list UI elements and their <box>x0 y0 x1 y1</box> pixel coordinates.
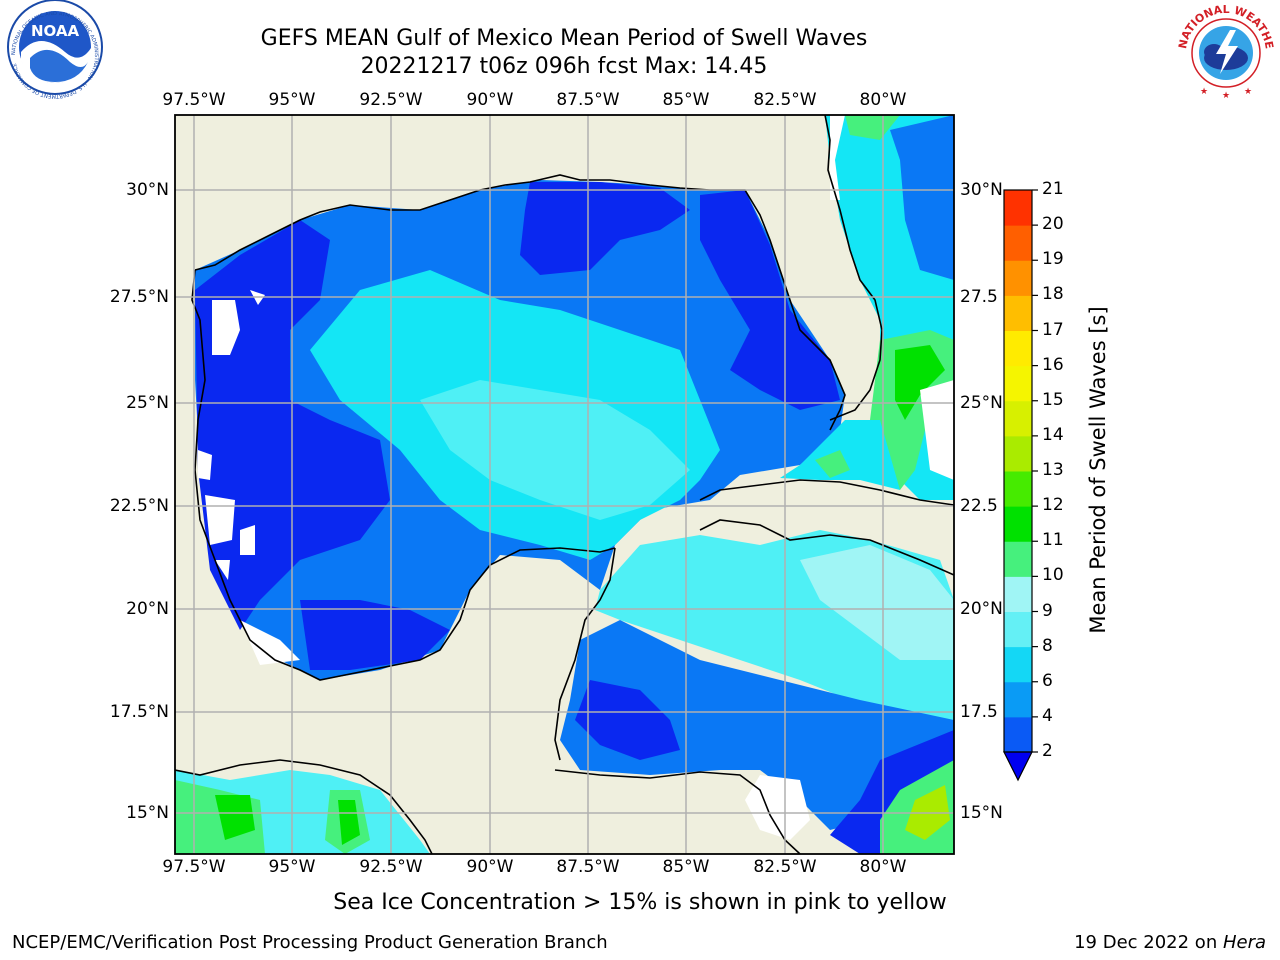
lon-label-top: 97.5°W <box>162 90 226 110</box>
lat-label-right: 25°N <box>960 393 1003 413</box>
colorbar-bin <box>1004 435 1032 472</box>
colorbar-bin <box>1004 681 1032 718</box>
colorbar-bin <box>1004 190 1032 226</box>
colorbar-tick-label: 16 <box>1042 354 1064 375</box>
colorbar-bin <box>1004 225 1032 261</box>
lon-label-top: 92.5°W <box>359 90 423 110</box>
lat-label-left: 22.5°N <box>109 496 169 516</box>
colorbar-tick-label: 9 <box>1042 600 1053 621</box>
lon-label-top: 95°W <box>268 90 316 110</box>
gulf-water-deep-south <box>300 600 450 670</box>
atlantic-water-blue <box>890 115 954 280</box>
coastlines <box>175 115 954 854</box>
colorbar-tick-label: 8 <box>1042 635 1053 656</box>
lat-label-left: 30°N <box>126 180 169 200</box>
svg-text:★: ★ <box>1244 87 1252 97</box>
lat-label-right: 15°N <box>960 803 1003 823</box>
colorbar-bin <box>1004 541 1032 577</box>
lon-label-bottom: 97.5°W <box>162 857 226 877</box>
lon-label-bottom: 95°W <box>268 857 316 877</box>
noaa-logo: NOAA NATIONAL OCEANIC AND ATMOSPHERIC AD… <box>7 0 103 99</box>
map-frame <box>174 114 955 855</box>
footer-credit: NCEP/EMC/Verification Post Processing Pr… <box>12 932 608 953</box>
gulf-water-light-cyan <box>420 380 690 520</box>
lon-label-top: 90°W <box>466 90 514 110</box>
colorbar-tick-label: 6 <box>1042 670 1053 691</box>
colorbar-tick-label: 18 <box>1042 284 1064 305</box>
colorbar-tick-label: 21 <box>1042 179 1064 199</box>
gulf-water-deep-north <box>520 182 690 275</box>
colorbar-label: Mean Period of Swell Waves [s] <box>1086 306 1110 634</box>
colorbar-bin <box>1004 716 1032 753</box>
colorbar-bin <box>1004 330 1032 367</box>
colorbar-tick-label: 4 <box>1042 705 1053 726</box>
atlantic-water-green-north <box>845 115 900 140</box>
colorbar-tick-label: 12 <box>1042 495 1064 516</box>
footer-date: 19 Dec 2022 on Hera <box>1074 932 1266 953</box>
colorbar-tick-label: 2 <box>1042 741 1053 761</box>
colorbar <box>1003 189 1038 782</box>
lat-label-left: 15°N <box>126 803 169 823</box>
coast-mask-mexico <box>240 620 300 665</box>
colorbar-tick-label: 10 <box>1042 565 1064 586</box>
chart-subtitle: 20221217 t06z 096h fcst Max: 14.45 <box>360 54 768 79</box>
coast-mask-texas <box>198 290 265 580</box>
gulf-water-deep-east <box>700 190 840 410</box>
svg-text:★: ★ <box>1200 87 1208 97</box>
lon-label-bottom: 82.5°W <box>753 857 817 877</box>
lat-label-right: 27.5 <box>960 287 998 307</box>
colorbar-tick-label: 11 <box>1042 530 1064 551</box>
lat-label-left: 27.5°N <box>109 287 169 307</box>
colorbar-bin <box>1004 471 1032 507</box>
colorbar-bin <box>1004 295 1032 331</box>
pacific-water-bright-green <box>215 795 255 840</box>
pacific-water-bright-green-2 <box>338 800 360 845</box>
chart-title: GEFS MEAN Gulf of Mexico Mean Period of … <box>260 26 868 51</box>
lat-label-right: 30°N <box>960 180 1003 200</box>
caribbean-water-deep <box>575 680 680 760</box>
lat-label-left: 17.5°N <box>109 702 169 722</box>
noaa-logo-text: NOAA <box>31 22 80 40</box>
colorbar-underflow-arrow <box>1003 751 1033 782</box>
caribbean-water-blue <box>560 620 954 830</box>
colorbar-bin <box>1004 611 1032 648</box>
lon-label-bottom: 90°W <box>466 857 514 877</box>
colorbar-tick-label: 15 <box>1042 389 1064 410</box>
lat-label-right: 17.5 <box>960 702 998 722</box>
lon-label-top: 80°W <box>859 90 907 110</box>
lat-label-right: 20°N <box>960 599 1003 619</box>
footer-host: Hera <box>1222 932 1266 953</box>
colorbar-tick-label: 17 <box>1042 319 1064 340</box>
lon-label-bottom: 87.5°W <box>556 857 620 877</box>
lon-label-top: 85°W <box>662 90 710 110</box>
lon-label-top: 82.5°W <box>753 90 817 110</box>
footer-date-text: 19 Dec 2022 on <box>1074 932 1223 953</box>
colorbar-bin <box>1004 260 1032 296</box>
grid <box>175 115 954 854</box>
sea-ice-note: Sea Ice Concentration > 15% is shown in … <box>333 890 947 915</box>
florida-strait-green <box>815 450 850 478</box>
lat-label-left: 20°N <box>126 599 169 619</box>
colorbar-bin <box>1004 365 1032 402</box>
lon-label-bottom: 92.5°W <box>359 857 423 877</box>
colorbar-bin <box>1004 506 1032 542</box>
colorbar-bin <box>1004 576 1032 612</box>
caribbean-water-pale <box>800 545 954 660</box>
lat-label-left: 25°N <box>126 393 169 413</box>
lon-label-top: 87.5°W <box>556 90 620 110</box>
colorbar-bin <box>1004 646 1032 683</box>
lon-label-bottom: 80°W <box>859 857 907 877</box>
colorbar-tick-label: 20 <box>1042 214 1064 235</box>
colorbar-tick-label: 13 <box>1042 460 1064 480</box>
colorbar-tick-label: 14 <box>1042 424 1064 445</box>
colorbar-bin <box>1004 400 1032 437</box>
colorbar-tick-label: 19 <box>1042 249 1064 270</box>
lon-label-bottom: 85°W <box>662 857 710 877</box>
svg-text:★: ★ <box>1222 91 1230 101</box>
lat-label-right: 22.5 <box>960 496 998 516</box>
atlantic-water-bright-green <box>895 345 945 420</box>
coast-mask-florida <box>830 115 954 480</box>
